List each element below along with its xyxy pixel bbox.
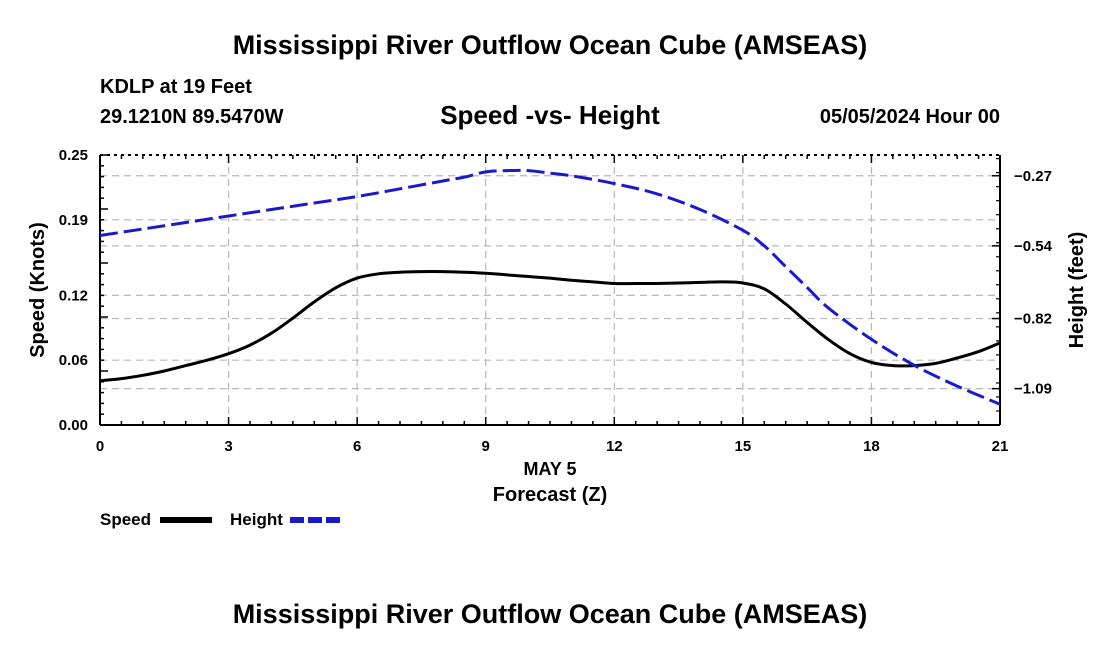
y2-tick-label: −0.27 [1014,168,1052,185]
x-axis-date-label: MAY 5 [523,459,576,479]
y-tick-label: 0.12 [59,287,88,304]
y-tick-label: 0.25 [59,147,88,164]
y-tick-label: 0.06 [59,352,88,369]
x-tick-label: 3 [224,438,232,455]
plot-frame [99,154,1001,426]
y-tick-label: 0.00 [59,417,88,434]
station-coordinates: 29.1210N 89.5470W [100,106,284,128]
main-title-repeat: Mississippi River Outflow Ocean Cube (AM… [232,599,868,629]
main-title: Mississippi River Outflow Ocean Cube (AM… [232,30,868,60]
y2-axis-label: Height (feet) [1066,232,1088,349]
chart-subtitle: Speed -vs- Height [440,100,660,130]
series-layer [99,168,1001,406]
axis-layer: 0 3 6 9 12 15 18 21 0.00 0.06 0.12 0.19 0.25 −0.27 −0.… [59,147,1053,455]
series-line-speed [99,270,1001,383]
x-tick-label: 21 [992,438,1009,455]
y2-tick-label: −1.09 [1014,381,1052,398]
legend-height-label: Height [230,510,283,529]
station-label: KDLP at 19 Feet [100,76,252,98]
y-tick-label: 0.19 [59,212,88,229]
y2-tick-label: −0.82 [1014,311,1052,328]
x-axis-label: Forecast (Z) [493,484,607,506]
y-axis-label: Speed (Knots) [27,222,49,358]
legend-speed-label: Speed [100,510,151,529]
x-tick-label: 0 [96,438,104,455]
forecast-datetime: 05/05/2024 Hour 00 [819,106,1000,128]
series-line-height [99,168,1001,406]
x-tick-label: 6 [353,438,361,455]
x-tick-label: 12 [606,438,623,455]
legend: Speed Height [100,510,342,529]
x-tick-label: 9 [482,438,490,455]
y2-tick-label: −0.54 [1014,238,1053,255]
grid-layer [100,155,1000,425]
x-tick-label: 15 [735,438,752,455]
x-tick-label: 18 [863,438,880,455]
